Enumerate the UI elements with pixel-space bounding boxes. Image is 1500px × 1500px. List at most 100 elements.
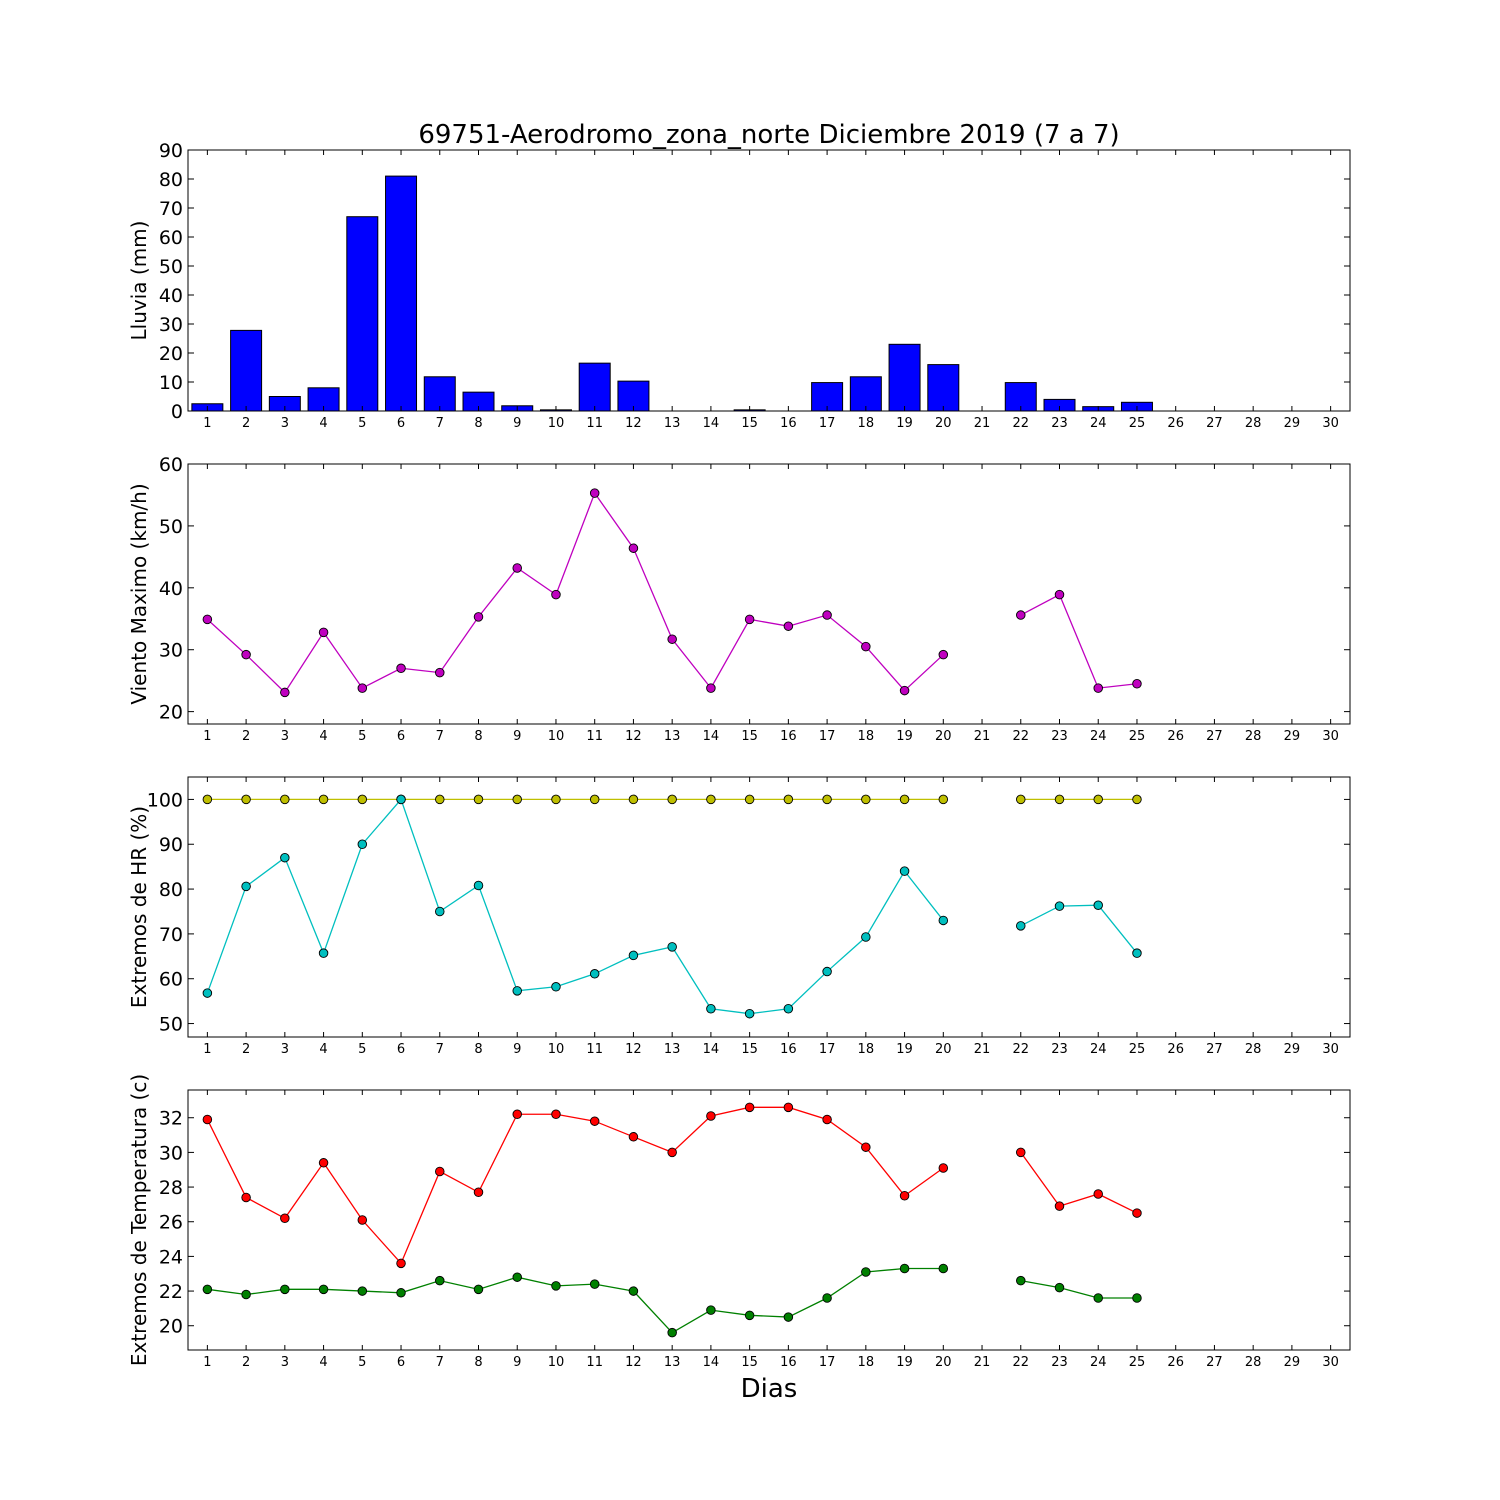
data-point-day-8 (473, 794, 484, 805)
bar-day-18 (849, 376, 882, 412)
x-tick-label: 22 (1012, 416, 1029, 431)
x-tick-label: 26 (1167, 1355, 1184, 1370)
x-tick-label: 11 (586, 1042, 603, 1057)
y-tick-label: 28 (159, 1177, 183, 1199)
data-point-day-22 (1016, 610, 1026, 620)
x-tick-label: 13 (664, 729, 681, 744)
data-point-day-2 (241, 881, 251, 892)
x-tick-label: 21 (974, 416, 991, 431)
x-tick-label: 4 (319, 416, 327, 431)
series-line-segment (206, 1106, 944, 1265)
x-tick-label: 28 (1245, 729, 1262, 744)
data-point-day-25 (1132, 794, 1142, 805)
y-tick-label: 0 (171, 401, 183, 423)
x-tick-label: 9 (513, 1042, 521, 1057)
x-tick-label: 3 (281, 1042, 289, 1057)
data-point-day-11 (589, 794, 600, 805)
y-tick-label: 30 (159, 1142, 183, 1164)
data-point-day-19 (899, 794, 910, 805)
x-tick-label: 30 (1322, 1355, 1339, 1370)
data-point-day-4 (318, 948, 329, 958)
x-axis-ticks: 1 2 3 4 5 6 7 8 9 10 11 12 13 14 15 16 17 18 19 20 21 22 23 24 2… (203, 777, 1339, 1057)
data-point-day-2 (241, 794, 251, 805)
data-point-day-23 (1054, 901, 1065, 911)
x-tick-label: 15 (741, 1355, 758, 1370)
x-tick-label: 27 (1206, 416, 1223, 431)
x-tick-label: 20 (935, 416, 952, 431)
series-temperature-0 (202, 1102, 1142, 1269)
x-tick-label: 17 (819, 1355, 836, 1370)
data-point-day-13 (667, 634, 677, 644)
data-point-day-25 (1132, 1208, 1142, 1218)
data-point-day-3 (280, 852, 290, 863)
y-tick-label: 100 (147, 789, 183, 811)
x-tick-label: 11 (586, 1355, 603, 1370)
data-point-day-11 (589, 1116, 600, 1126)
y-axis-ticks: 50 60 70 80 90 100 (147, 789, 1350, 1036)
x-tick-label: 21 (974, 1042, 991, 1057)
axes-frame (187, 776, 1351, 1038)
x-tick-label: 23 (1051, 729, 1068, 744)
series-line-segment (206, 798, 944, 1015)
x-tick-label: 4 (319, 729, 327, 744)
x-tick-label: 12 (625, 416, 642, 431)
data-point-day-2 (241, 1289, 251, 1300)
x-tick-label: 15 (741, 729, 758, 744)
data-point-day-15 (744, 1310, 755, 1321)
data-point-day-2 (241, 1192, 251, 1203)
x-tick-label: 10 (548, 729, 565, 744)
x-tick-label: 9 (513, 729, 521, 744)
panel-wind: 1 2 3 4 5 6 7 8 9 10 11 12 13 14 15 16 17 18 19 20 21 22 23 24 2… (127, 454, 1351, 744)
y-tick-label: 26 (159, 1212, 183, 1234)
data-point-day-15 (744, 1008, 755, 1019)
x-tick-label: 8 (474, 729, 482, 744)
x-tick-label: 6 (397, 416, 405, 431)
x-tick-label: 20 (935, 729, 952, 744)
series-line-segment (207, 1267, 944, 1334)
y-axis-label-rain: Lluvia (mm) (127, 221, 151, 341)
x-tick-label: 2 (242, 1042, 250, 1057)
panel-rain: 1 2 3 4 5 6 7 8 9 10 11 12 13 14 15 16 17 18 19 20 21 22 23 24 2… (127, 140, 1351, 431)
data-point-day-1 (202, 1284, 213, 1295)
x-tick-label: 13 (664, 416, 681, 431)
x-tick-label: 13 (664, 1042, 681, 1057)
data-point-day-11 (589, 969, 600, 979)
x-axis-label: Dias (741, 1374, 798, 1404)
x-tick-label: 23 (1051, 416, 1068, 431)
y-tick-label: 90 (159, 834, 183, 856)
data-point-day-13 (667, 1327, 677, 1338)
data-point-day-10 (551, 982, 561, 992)
data-point-day-20 (938, 1263, 949, 1274)
panel-humidity: 1 2 3 4 5 6 7 8 9 10 11 12 13 14 15 16 17 18 19 20 21 22 23 24 2… (127, 776, 1351, 1057)
x-tick-label: 18 (858, 416, 875, 431)
x-tick-label: 26 (1167, 729, 1184, 744)
data-point-day-24 (1093, 794, 1103, 805)
data-point-day-18 (861, 932, 871, 942)
x-tick-label: 29 (1284, 416, 1301, 431)
x-tick-label: 19 (896, 1042, 913, 1057)
data-point-day-6 (396, 1288, 406, 1298)
data-point-day-12 (628, 794, 639, 805)
x-tick-label: 2 (242, 416, 250, 431)
data-point-day-8 (473, 1284, 484, 1295)
data-point-day-14 (706, 1004, 716, 1014)
series-wind-0 (202, 488, 1142, 698)
x-tick-label: 10 (548, 416, 565, 431)
data-point-day-22 (1016, 1275, 1026, 1286)
data-point-day-19 (899, 685, 910, 696)
data-point-day-14 (706, 683, 716, 693)
x-tick-label: 27 (1206, 1042, 1223, 1057)
series-line-segment (1020, 1152, 1138, 1214)
y-tick-label: 60 (159, 454, 183, 476)
data-point-day-7 (435, 667, 445, 678)
x-tick-label: 29 (1284, 729, 1301, 744)
data-point-day-17 (822, 966, 832, 977)
data-point-day-24 (1093, 1189, 1103, 1199)
x-tick-label: 5 (358, 1355, 366, 1370)
data-point-day-3 (280, 687, 290, 698)
data-point-day-16 (783, 1102, 794, 1113)
x-tick-label: 6 (397, 1042, 405, 1057)
series-line-segment (206, 491, 944, 694)
y-tick-label: 20 (159, 343, 183, 365)
